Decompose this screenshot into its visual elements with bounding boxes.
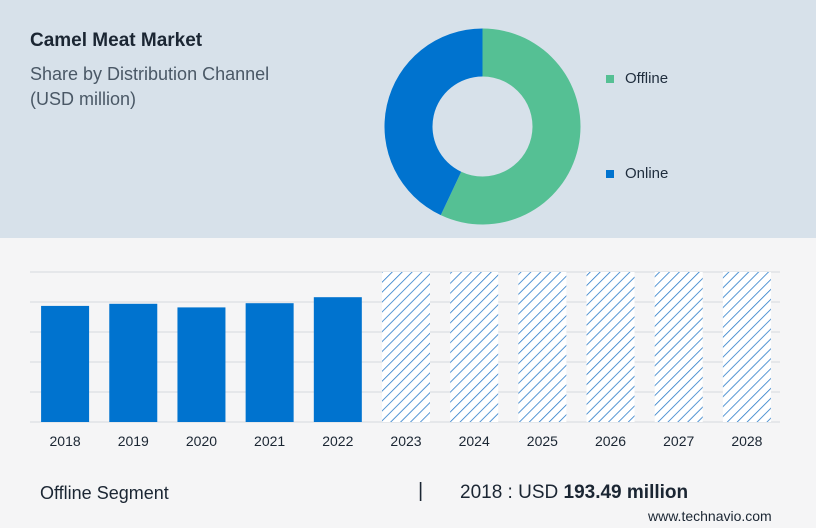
- x-tick-label-2024: 2024: [459, 433, 490, 449]
- footer-value-amount: 193.49 million: [563, 482, 689, 503]
- x-tick-label-2023: 2023: [390, 433, 421, 449]
- x-tick-label-2027: 2027: [663, 433, 694, 449]
- legend-item-offline: Offline: [606, 70, 668, 87]
- chart-subtitle: Share by Distribution Channel (USD milli…: [30, 62, 330, 112]
- donut-slice-offline: [440, 28, 581, 225]
- forecast-bar-2027: [654, 272, 703, 422]
- legend-label-offline: Offline: [625, 70, 669, 87]
- footer-value-prefix: 2018 : USD: [460, 482, 559, 503]
- x-tick-label-2020: 2020: [186, 433, 217, 449]
- brand-link[interactable]: www.technavio.com: [648, 508, 772, 524]
- bar-2021: [245, 303, 294, 422]
- forecast-bar-2024: [450, 272, 499, 422]
- donut-chart: [384, 28, 581, 225]
- forecast-bar-2023: [382, 272, 430, 422]
- x-tick-label-2022: 2022: [322, 433, 353, 449]
- x-tick-label-2019: 2019: [118, 433, 149, 449]
- forecast-bar-2026: [586, 272, 635, 422]
- subtitle-line-1: Share by Distribution Channel: [30, 64, 270, 84]
- bar-2022: [313, 297, 362, 422]
- bar-2019: [109, 303, 158, 422]
- forecast-bar-2025: [518, 272, 567, 422]
- bar-2018: [41, 305, 90, 422]
- x-tick-label-2028: 2028: [731, 433, 762, 449]
- donut-slice-online: [384, 28, 483, 216]
- x-tick-label-2025: 2025: [527, 433, 558, 449]
- forecast-bar-2028: [722, 272, 771, 422]
- legend-label-online: Online: [625, 165, 669, 182]
- bar-chart: 2018 2019 2020 2021 2022 2023 2024 2025 2026 2027…: [30, 271, 780, 449]
- x-tick-label-2021: 2021: [254, 433, 285, 449]
- chart-title: Camel Meat Market: [30, 30, 203, 51]
- legend-swatch-online: [606, 169, 614, 178]
- footer-separator: |: [418, 480, 424, 502]
- footer-segment-label: Offline Segment: [40, 483, 169, 503]
- x-tick-label-2018: 2018: [50, 433, 81, 449]
- x-tick-label-2026: 2026: [595, 433, 626, 449]
- top-panel: Camel Meat Market Share by Distribution …: [0, 0, 816, 238]
- bar-2020: [177, 307, 226, 422]
- legend-item-online: Online: [606, 165, 668, 182]
- subtitle-line-2: (USD million): [30, 89, 137, 109]
- footer-value: 2018 : USD 193.49 million: [460, 482, 688, 504]
- legend-swatch-offline: [606, 74, 614, 83]
